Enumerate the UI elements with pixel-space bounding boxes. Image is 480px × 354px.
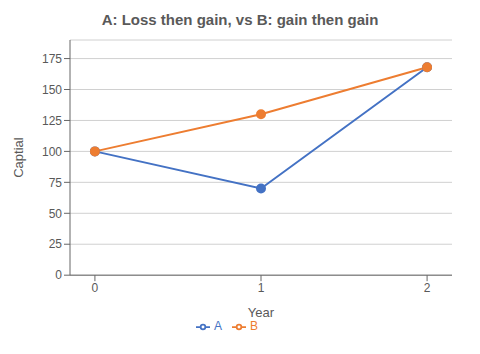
svg-text:175: 175	[42, 52, 62, 66]
html-text:B: B	[250, 319, 258, 334]
svg-text:50: 50	[49, 207, 63, 221]
svg-text:0: 0	[92, 281, 99, 295]
svg-text:25: 25	[49, 237, 63, 251]
svg-text:100: 100	[42, 145, 62, 159]
svg-text:Year: Year	[248, 305, 275, 320]
html-text:A: A	[214, 319, 222, 334]
svg-text:150: 150	[42, 83, 62, 97]
svg-text:Captial: Captial	[11, 137, 26, 178]
html-text:A: Loss then gain, vs B: gain: A: Loss then gain, vs B: gain then gain	[101, 11, 379, 28]
svg-text:0: 0	[55, 268, 62, 282]
svg-text:2: 2	[424, 281, 431, 295]
svg-text:125: 125	[42, 114, 62, 128]
svg-text:1: 1	[258, 281, 265, 295]
svg-text:75: 75	[49, 176, 63, 190]
